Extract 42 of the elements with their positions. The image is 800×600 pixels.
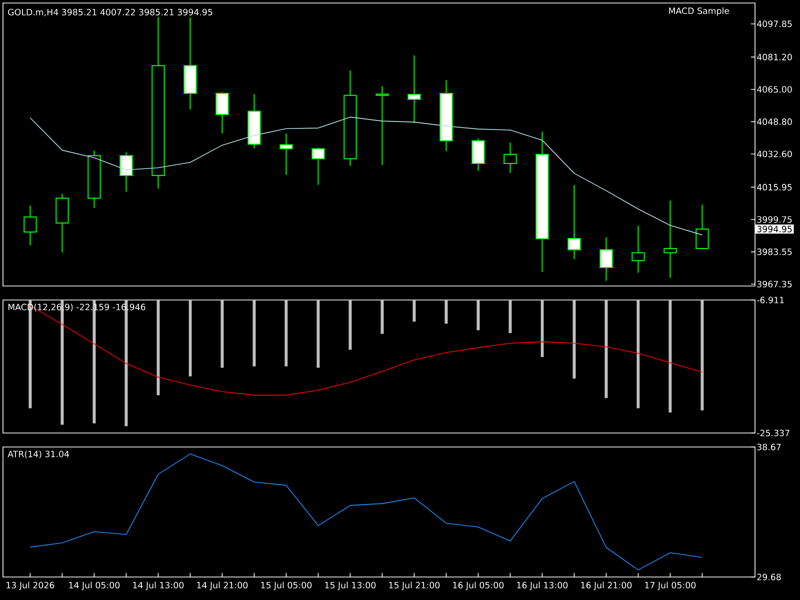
candlestick bbox=[24, 205, 37, 246]
y-tick-label: 4097.85 bbox=[757, 20, 792, 28]
x-tick-label: 17 Jul 05:00 bbox=[645, 582, 696, 590]
x-tick-label: 16 Jul 05:00 bbox=[453, 582, 504, 590]
x-tick-label: 15 Jul 05:00 bbox=[261, 582, 312, 590]
candlestick bbox=[696, 204, 709, 249]
candlestick bbox=[120, 152, 133, 192]
x-tick-label: 16 Jul 21:00 bbox=[581, 582, 632, 590]
candlestick bbox=[312, 146, 325, 186]
y-tick-label: 4048.80 bbox=[757, 118, 792, 125]
x-tick-label: 13 Jul 2026 bbox=[6, 582, 54, 590]
y-tick-label: 3967.35 bbox=[757, 280, 792, 288]
y-tick-label: -6.911 bbox=[757, 296, 784, 304]
x-tick-label: 14 Jul 13:00 bbox=[133, 582, 184, 590]
y-tick-label: 4015.95 bbox=[757, 184, 792, 190]
y-tick-label: 4065.00 bbox=[757, 86, 792, 93]
candlestick bbox=[664, 200, 677, 278]
y-tick-label: -25.337 bbox=[757, 430, 790, 436]
candlestick bbox=[504, 142, 517, 174]
candlestick bbox=[472, 138, 485, 172]
x-tick-label: 14 Jul 05:00 bbox=[69, 582, 120, 590]
x-tick-label: 15 Jul 13:00 bbox=[325, 582, 376, 590]
y-tick-label: 3999.75 bbox=[757, 216, 792, 223]
text: 3994.95 bbox=[757, 226, 792, 232]
candlestick bbox=[600, 236, 613, 282]
x-tick-label: 15 Jul 21:00 bbox=[389, 582, 440, 590]
candlestick bbox=[408, 54, 421, 124]
chart-title: ATR(14) 31.04 bbox=[8, 450, 70, 458]
text: GOLD.m,H4 3985.21 4007.22 3985.21 3994.95 bbox=[8, 8, 212, 16]
candlestick bbox=[216, 92, 229, 134]
y-tick-label: 4081.20 bbox=[757, 54, 792, 60]
y-tick-label: 4032.60 bbox=[757, 150, 792, 158]
y-tick-label: 3983.55 bbox=[757, 248, 792, 256]
y-tick-label: 29.68 bbox=[757, 574, 781, 580]
y-tick-label: 38.67 bbox=[757, 444, 781, 450]
x-tick-label: 16 Jul 13:00 bbox=[517, 582, 568, 590]
candlestick bbox=[376, 86, 389, 166]
candlestick bbox=[568, 184, 581, 260]
annotation: MACD Sample bbox=[669, 7, 730, 16]
candlestick bbox=[632, 225, 645, 274]
candlestick bbox=[280, 133, 293, 176]
x-tick-label: 14 Jul 21:00 bbox=[197, 582, 248, 590]
